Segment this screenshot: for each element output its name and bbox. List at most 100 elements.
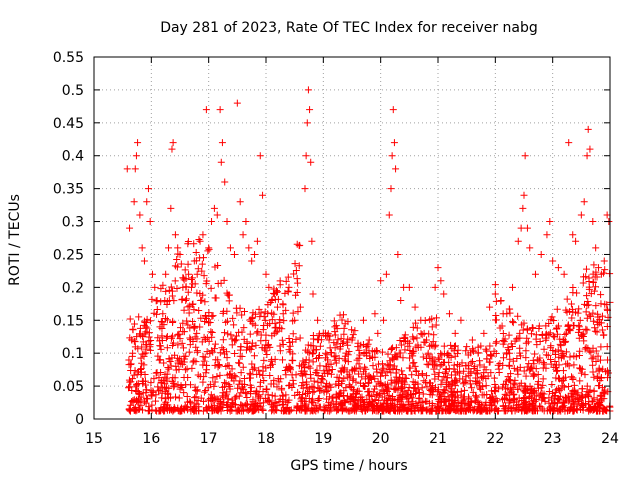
cloud-point — [338, 316, 346, 324]
cloud-point — [589, 368, 597, 376]
cloud-point — [423, 372, 431, 380]
cloud-point — [241, 307, 248, 315]
cloud-point — [323, 367, 331, 375]
cloud-point — [511, 376, 519, 384]
cloud-point — [165, 384, 173, 392]
cloud-point — [559, 336, 567, 344]
cloud-point — [131, 343, 139, 351]
cloud-point — [499, 361, 507, 369]
cloud-point — [226, 370, 234, 378]
cloud-point — [381, 381, 389, 389]
cloud-point — [204, 396, 212, 404]
cloud-point — [465, 395, 473, 403]
cloud-point — [460, 393, 468, 401]
cloud-point — [259, 399, 267, 407]
cloud-point — [228, 396, 236, 404]
cloud-point — [246, 345, 254, 353]
data-point — [592, 244, 600, 252]
cloud-point — [211, 378, 219, 386]
data-point — [354, 343, 362, 351]
cloud-point — [480, 369, 488, 377]
cloud-point — [504, 384, 512, 392]
cloud-point — [486, 342, 494, 350]
cloud-point — [553, 367, 561, 375]
cloud-point — [219, 393, 227, 401]
cloud-point — [182, 283, 190, 291]
cloud-point — [388, 379, 396, 387]
y-tick-label: 0.1 — [62, 346, 84, 362]
cloud-point — [487, 351, 495, 359]
cloud-point — [136, 366, 144, 374]
cloud-point — [514, 312, 522, 320]
cloud-point — [313, 369, 321, 377]
cloud-point — [443, 383, 451, 391]
data-point — [580, 198, 588, 206]
cloud-point — [593, 407, 601, 415]
cloud-point — [460, 407, 468, 415]
cloud-point — [570, 361, 578, 369]
cloud-point — [386, 361, 394, 369]
cloud-point — [422, 378, 430, 386]
cloud-point — [532, 335, 540, 343]
cloud-point — [177, 324, 185, 332]
cloud-point — [590, 394, 598, 402]
cloud-point — [279, 300, 287, 308]
cloud-point — [161, 315, 169, 323]
cloud-point — [482, 382, 490, 390]
cloud-point — [505, 376, 513, 384]
x-tick-label: 17 — [200, 431, 218, 447]
cloud-point — [206, 394, 214, 402]
cloud-point — [243, 406, 251, 414]
cloud-point — [330, 317, 338, 325]
cloud-point — [529, 370, 537, 378]
cloud-point — [197, 297, 205, 305]
cloud-point — [516, 349, 524, 357]
cloud-point — [287, 406, 295, 414]
cloud-point — [279, 356, 287, 364]
cloud-point — [549, 332, 557, 340]
cloud-point — [223, 354, 231, 362]
data-point — [503, 310, 511, 318]
cloud-point — [581, 345, 589, 353]
cloud-point — [246, 381, 254, 389]
cloud-point — [575, 334, 583, 342]
cloud-point — [405, 394, 413, 402]
cloud-point — [394, 386, 402, 394]
cloud-point — [219, 336, 227, 344]
cloud-point — [225, 297, 233, 305]
cloud-point — [238, 328, 246, 336]
cloud-point — [189, 318, 197, 326]
data-point — [526, 244, 534, 252]
data-point — [486, 303, 494, 311]
y-tick-label: 0.35 — [53, 182, 84, 198]
cloud-point — [139, 377, 147, 385]
cloud-point — [200, 388, 208, 396]
cloud-point — [134, 397, 142, 405]
cloud-point — [530, 371, 538, 379]
cloud-point — [387, 403, 395, 411]
cloud-point — [179, 319, 187, 327]
cloud-point — [165, 404, 173, 412]
cloud-point — [418, 370, 426, 378]
cloud-point — [225, 381, 233, 389]
cloud-point — [265, 398, 273, 406]
y-tick-label: 0.2 — [62, 280, 84, 296]
cloud-point — [302, 380, 310, 388]
cloud-point — [585, 285, 593, 293]
cloud-point — [393, 401, 401, 409]
cloud-point — [309, 358, 317, 366]
cloud-point — [146, 343, 154, 351]
cloud-point — [574, 309, 582, 317]
cloud-point — [177, 260, 185, 268]
cloud-point — [575, 305, 583, 313]
cloud-point — [599, 365, 607, 373]
cloud-point — [358, 407, 366, 415]
data-point — [210, 204, 218, 212]
x-tick-label: 21 — [429, 431, 447, 447]
cloud-point — [473, 380, 481, 388]
cloud-point — [252, 341, 260, 349]
data-point — [245, 244, 253, 252]
cloud-point — [437, 380, 445, 388]
cloud-point — [590, 261, 598, 269]
cloud-point — [527, 363, 535, 371]
